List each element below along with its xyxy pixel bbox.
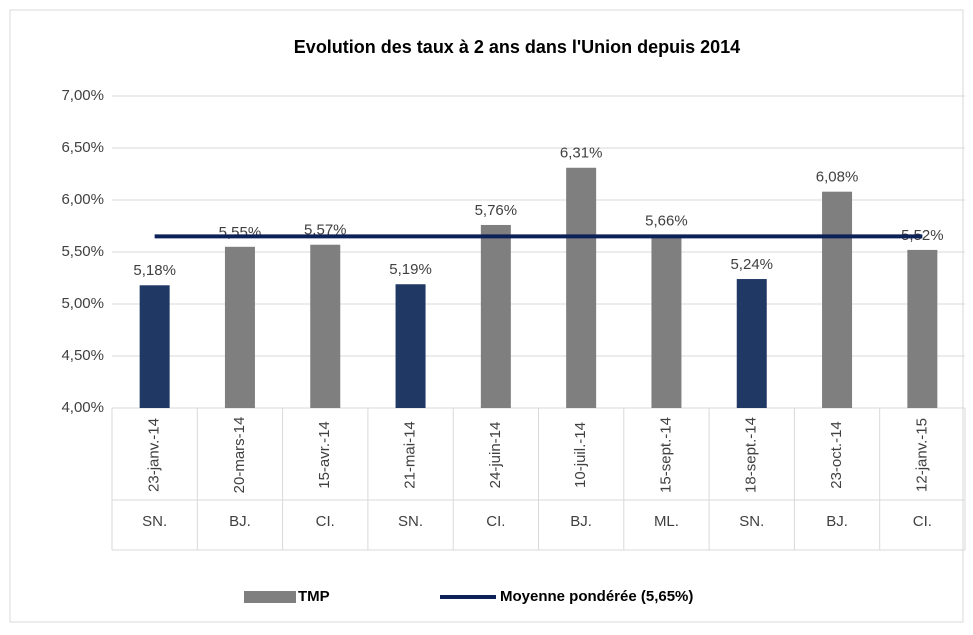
bar bbox=[395, 284, 426, 408]
group-label: CI. bbox=[913, 513, 932, 530]
data-label: 5,18% bbox=[133, 262, 176, 279]
group-label: BJ. bbox=[826, 513, 848, 530]
bar bbox=[139, 285, 170, 408]
chart-title: Evolution des taux à 2 ans dans l'Union … bbox=[294, 37, 740, 57]
y-tick-label: 6,50% bbox=[61, 139, 104, 156]
bar bbox=[310, 244, 341, 408]
x-tick-label: 18-sept.-14 bbox=[743, 417, 760, 493]
bar bbox=[736, 279, 767, 408]
x-tick-label: 23-janv.-14 bbox=[146, 418, 163, 492]
x-tick-label: 21-mai-14 bbox=[402, 421, 419, 489]
bar bbox=[566, 167, 597, 408]
y-tick-label: 4,00% bbox=[61, 399, 104, 416]
y-tick-label: 4,50% bbox=[61, 347, 104, 364]
group-label: CI. bbox=[486, 513, 505, 530]
group-label: SN. bbox=[142, 513, 167, 530]
bar bbox=[224, 246, 255, 408]
y-tick-label: 5,00% bbox=[61, 295, 104, 312]
group-label: CI. bbox=[316, 513, 335, 530]
x-tick-label: 24-juin-14 bbox=[487, 422, 504, 489]
bar bbox=[480, 224, 511, 408]
y-tick-label: 6,00% bbox=[61, 191, 104, 208]
bar bbox=[651, 235, 682, 408]
bar bbox=[822, 191, 853, 408]
x-tick-label: 15-avr.-14 bbox=[316, 421, 333, 489]
legend-label: Moyenne pondérée (5,65%) bbox=[500, 588, 693, 605]
x-tick-label: 15-sept.-14 bbox=[657, 417, 674, 493]
legend-swatch bbox=[244, 591, 296, 603]
data-label: 5,66% bbox=[645, 212, 688, 229]
data-label: 5,76% bbox=[475, 202, 518, 219]
group-label: ML. bbox=[654, 513, 679, 530]
x-tick-label: 23-oct.-14 bbox=[828, 421, 845, 489]
y-tick-label: 5,50% bbox=[61, 243, 104, 260]
group-label: BJ. bbox=[570, 513, 592, 530]
group-label: SN. bbox=[398, 513, 423, 530]
x-tick-label: 20-mars-14 bbox=[231, 417, 248, 494]
x-tick-label: 10-juil.-14 bbox=[572, 422, 589, 488]
bar bbox=[907, 249, 938, 408]
data-label: 5,19% bbox=[389, 261, 432, 278]
group-label: SN. bbox=[739, 513, 764, 530]
data-label: 5,24% bbox=[730, 256, 773, 273]
legend-label: TMP bbox=[298, 588, 330, 605]
x-tick-label: 12-janv.-15 bbox=[913, 418, 930, 492]
group-label: BJ. bbox=[229, 513, 251, 530]
y-tick-label: 7,00% bbox=[61, 87, 104, 104]
data-label: 6,31% bbox=[560, 145, 603, 162]
data-label: 6,08% bbox=[816, 169, 859, 186]
